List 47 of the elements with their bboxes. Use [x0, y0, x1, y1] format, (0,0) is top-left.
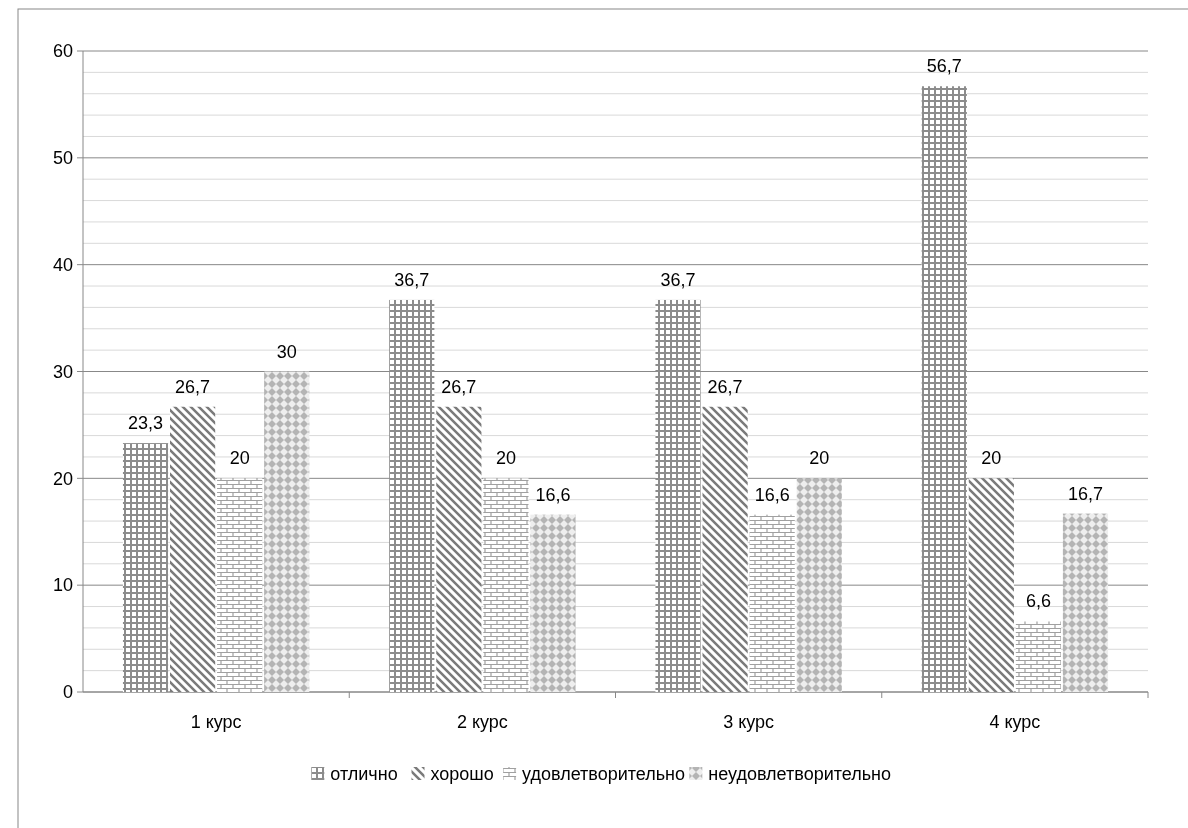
- bar: [389, 299, 435, 692]
- text: 6,6: [1025, 591, 1051, 612]
- text: 26,7: [707, 376, 743, 397]
- y-tick-label: 20: [52, 468, 73, 489]
- text: 20: [229, 448, 250, 469]
- y-tick-label: 40: [52, 254, 73, 275]
- text: 23,3: [128, 413, 164, 434]
- bar: [655, 299, 701, 692]
- text: 20: [981, 448, 1002, 469]
- bar: [264, 371, 310, 692]
- bar: [921, 86, 967, 692]
- x-tick-label: 3 курс: [723, 712, 775, 732]
- y-tick-label: 50: [52, 148, 73, 169]
- bar: [1062, 513, 1109, 692]
- y-tick-label: 10: [52, 575, 73, 596]
- bar: [483, 478, 529, 692]
- x-tick-label: 1 курс: [190, 712, 242, 732]
- text: 16,6: [535, 484, 571, 505]
- legend-label: неудовлетворительно: [708, 764, 891, 785]
- bar: [702, 406, 748, 692]
- bar: [217, 478, 263, 692]
- bar: [1015, 621, 1061, 692]
- text: 16,7: [1067, 483, 1103, 504]
- bar: [796, 478, 842, 692]
- legend-label: хорошо: [430, 764, 494, 785]
- x-tick-label: 2 курс: [456, 712, 508, 732]
- text: 30: [276, 341, 297, 362]
- text: 20: [809, 448, 830, 469]
- text: 20: [495, 448, 516, 469]
- y-tick-label: 60: [52, 41, 73, 62]
- bar: [122, 443, 169, 692]
- bar: [436, 406, 482, 692]
- x-tick-label: 4 курс: [989, 712, 1041, 732]
- legend-label: удовлетворительно: [522, 764, 686, 785]
- text: 36,7: [660, 269, 696, 290]
- bar: [170, 406, 216, 692]
- text: 26,7: [175, 376, 211, 397]
- text: 16,6: [754, 484, 790, 505]
- text: 36,7: [394, 269, 430, 290]
- text: 56,7: [926, 56, 962, 77]
- bar: [530, 514, 576, 692]
- bar: [968, 478, 1014, 692]
- y-tick-label: 0: [62, 682, 73, 703]
- legend-label: отлично: [330, 764, 398, 785]
- bar: [749, 514, 795, 692]
- y-tick-label: 30: [52, 361, 73, 382]
- text: 26,7: [441, 376, 477, 397]
